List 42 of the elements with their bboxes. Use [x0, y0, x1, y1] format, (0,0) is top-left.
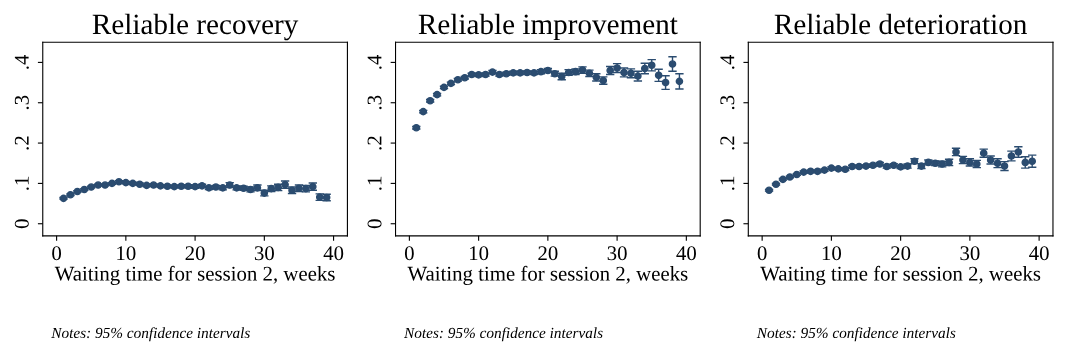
y-tick-label: .3: [14, 95, 29, 110]
point: [661, 78, 670, 87]
x-tick-label: 30: [607, 246, 627, 261]
y-tick-label: .2: [14, 136, 29, 150]
x-tick-label: 20: [538, 246, 558, 261]
y-tick-label: .1: [14, 176, 29, 190]
x-tick-label: 20: [185, 246, 205, 261]
x-tick-label: 0: [404, 246, 414, 261]
x-axis-title: Waiting time for session 2, weeks: [54, 265, 335, 286]
y-tick-label: 0: [720, 219, 735, 229]
x-tick-label: 40: [676, 246, 696, 261]
x-tick-label: 0: [757, 246, 767, 261]
x-tick-label: 10: [822, 246, 842, 261]
x-tick-label: 40: [323, 246, 344, 261]
text: Notes: 95% confidence intervals: [51, 327, 250, 342]
y-tick-label: .4: [720, 54, 735, 69]
point: [675, 77, 684, 86]
y-tick-label: .4: [14, 54, 29, 69]
y-tick-label: .2: [367, 136, 382, 150]
y-tick-label: .2: [720, 136, 735, 150]
x-tick-label: 10: [117, 246, 136, 261]
text: Notes: 95% confidence intervals: [756, 327, 956, 342]
x-tick-label: 30: [960, 246, 980, 261]
chart-title: Reliable improvement: [418, 13, 678, 41]
text: Notes: 95% confidence intervals: [403, 327, 603, 342]
y-tick-label: .1: [367, 176, 382, 190]
chart-title: Reliable deterioration: [774, 13, 1027, 35]
y-tick-label: .1: [720, 176, 735, 190]
x-axis-title: Waiting time for session 2, weeks: [407, 265, 688, 286]
y-tick-label: .4: [367, 54, 382, 69]
y-tick-label: 0: [367, 219, 382, 229]
x-tick-label: 20: [891, 246, 911, 261]
point: [668, 60, 677, 68]
y-tick-label: 0: [14, 219, 29, 229]
y-tick-label: .3: [720, 95, 735, 110]
chart-title: Reliable recovery: [92, 13, 299, 41]
y-tick-label: .3: [367, 95, 382, 110]
x-tick-label: 10: [470, 246, 489, 261]
x-tick-label: 30: [254, 246, 274, 261]
x-tick-label: 0: [52, 246, 62, 261]
x-tick-label: 40: [1029, 246, 1049, 261]
x-axis-title: Waiting time for session 2, weeks: [760, 265, 1041, 286]
